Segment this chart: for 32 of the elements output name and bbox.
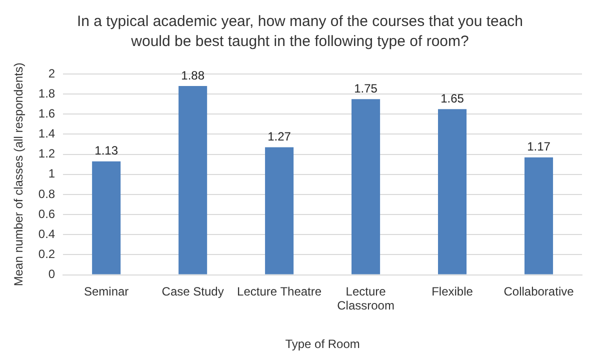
data-label: 1.13 [94,144,118,158]
y-tick-label: 1.2 [38,146,56,161]
data-label: 1.17 [527,140,551,154]
y-tick-label: 0.8 [38,186,56,201]
y-tick-label: 0.2 [38,247,56,262]
data-label: 1.75 [354,81,378,96]
bar [438,109,467,274]
y-tick-label: 1.6 [38,106,56,120]
y-tick-label: 0.4 [38,226,56,241]
x-tick-label: Case Study [162,284,224,298]
data-label: 1.27 [268,130,292,144]
bar [265,147,294,274]
y-tick-label: 1.8 [38,86,56,100]
y-tick-label: 1.4 [38,126,56,141]
y-axis-title: Mean number of classes (all respondents) [12,62,26,286]
y-tick-label: 2 [48,66,56,80]
x-tick-label: Flexible [432,284,474,298]
bar [178,86,208,274]
data-label: 1.65 [440,91,464,106]
y-tick-label: 0 [48,267,56,282]
y-tick-label: 1 [48,166,56,181]
bar [524,157,554,274]
x-axis-title: Type of Room [285,337,360,352]
y-tick-label: 0.6 [38,206,56,221]
x-tick-label: Lecture Theatre [237,284,322,298]
bar [92,161,121,274]
data-label: 1.88 [181,68,205,82]
bar [352,99,380,274]
x-tick-label: Seminar [84,284,129,298]
x-tick-label: Lecture Classroom [337,284,394,313]
x-tick-label: Collaborative [504,284,574,298]
chart-title: In a typical academic year, how many of the courses that you teach would be best taught in the following type of room? [76,12,524,52]
